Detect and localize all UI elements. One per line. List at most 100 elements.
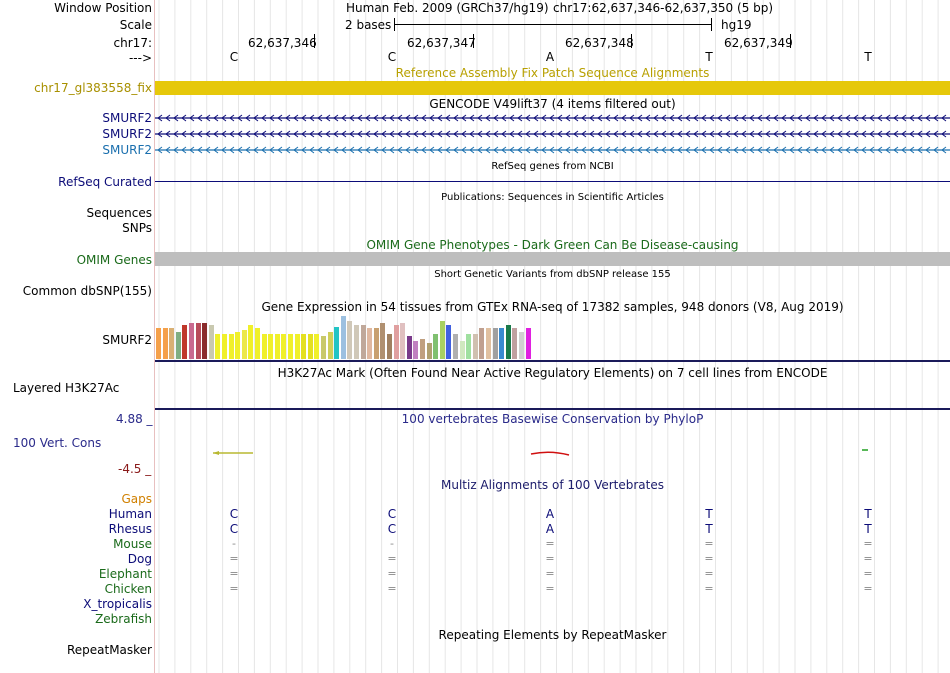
gtex-tissue-bar[interactable] [393, 325, 399, 359]
gtex-tissue-bar[interactable] [255, 328, 260, 359]
gtex-tissue-bar[interactable] [420, 339, 425, 359]
repeatmasker-track-title[interactable]: Repeating Elements by RepeatMasker [438, 628, 667, 642]
phylop-signal[interactable] [155, 440, 950, 460]
multiz-species-label[interactable]: Chicken [104, 582, 152, 596]
multiz-species-label[interactable]: Dog [127, 552, 152, 566]
gtex-tissue-bar[interactable] [499, 328, 505, 359]
publications-track-title[interactable]: Publications: Sequences in Scientific Ar… [441, 192, 664, 203]
fix-patch-label[interactable]: chr17_gl383558_fix [34, 81, 152, 95]
gtex-tissue-bar[interactable] [241, 330, 247, 359]
gtex-tissue-bar[interactable] [195, 323, 201, 359]
gtex-tissue-bar[interactable] [314, 334, 320, 359]
gencode-gene-label-2[interactable]: SMURF2 [102, 127, 152, 141]
multiz-species-label[interactable]: Elephant [98, 567, 152, 581]
multiz-base: = [545, 582, 555, 595]
gtex-tissue-bar[interactable] [235, 332, 241, 359]
gtex-tissue-bar[interactable] [360, 325, 366, 359]
gtex-tissue-bar[interactable] [340, 316, 346, 359]
multiz-species-label[interactable]: Mouse [113, 537, 152, 551]
dbsnp-track-title[interactable]: Short Genetic Variants from dbSNP releas… [434, 269, 671, 280]
gtex-bar-chart[interactable] [155, 314, 535, 359]
gencode-track-title[interactable]: GENCODE V49lift37 (4 items filtered out) [429, 97, 676, 111]
publications-sequences-label[interactable]: Sequences [86, 206, 152, 220]
gtex-tissue-bar[interactable] [288, 334, 293, 359]
coord-1: 62,637,346 [248, 36, 317, 50]
gtex-tissue-bar[interactable] [472, 334, 478, 359]
gtex-tissue-bar[interactable] [334, 327, 340, 359]
gtex-tissue-bar[interactable] [162, 328, 168, 359]
gtex-tissue-bar[interactable] [294, 334, 300, 359]
gtex-tissue-bar[interactable] [175, 332, 181, 359]
multiz-species-label[interactable]: Rhesus [108, 522, 152, 536]
gtex-tissue-bar[interactable] [307, 334, 313, 359]
phylop-label[interactable]: 100 Vert. Cons [13, 436, 102, 450]
h3k27ac-track-title[interactable]: H3K27Ac Mark (Often Found Near Active Re… [277, 366, 828, 380]
gtex-tissue-bar[interactable] [446, 325, 452, 359]
gtex-tissue-bar[interactable] [182, 325, 188, 359]
multiz-track-title[interactable]: Multiz Alignments of 100 Vertebrates [440, 478, 665, 492]
gtex-tissue-bar[interactable] [228, 334, 234, 359]
gtex-tissue-bar[interactable] [208, 325, 214, 359]
gtex-tissue-bar[interactable] [400, 323, 406, 359]
gtex-track-title[interactable]: Gene Expression in 54 tissues from GTEx … [261, 300, 844, 314]
h3k27ac-label[interactable]: Layered H3K27Ac [13, 381, 120, 395]
dbsnp-label[interactable]: Common dbSNP(155) [22, 284, 152, 298]
refseq-track-title[interactable]: RefSeq genes from NCBI [491, 161, 614, 172]
gtex-tissue-bar[interactable] [387, 334, 392, 359]
omim-label[interactable]: OMIM Genes [76, 253, 152, 267]
gtex-tissue-bar[interactable] [248, 325, 254, 359]
multiz-species-label[interactable]: X_tropicalis [83, 597, 152, 611]
fix-patch-track-title[interactable]: Reference Assembly Fix Patch Sequence Al… [395, 66, 710, 80]
gtex-tissue-bar[interactable] [347, 321, 353, 359]
gtex-tissue-bar[interactable] [169, 328, 175, 359]
gtex-tissue-bar[interactable] [486, 328, 491, 359]
refseq-transcript-line[interactable] [155, 181, 950, 182]
gtex-tissue-bar[interactable] [367, 328, 373, 359]
gtex-tissue-bar[interactable] [321, 336, 326, 359]
gencode-gene-label-3[interactable]: SMURF2 [102, 143, 152, 157]
multiz-species-label[interactable]: Zebrafish [95, 612, 152, 626]
publications-snps-label[interactable]: SNPs [122, 221, 152, 235]
gtex-tissue-bar[interactable] [406, 336, 412, 359]
gtex-tissue-bar[interactable] [274, 334, 280, 359]
repeatmasker-label[interactable]: RepeatMasker [66, 643, 152, 657]
gtex-tissue-bar[interactable] [222, 334, 227, 359]
refseq-label[interactable]: RefSeq Curated [58, 175, 152, 189]
fix-patch-bar[interactable] [155, 81, 950, 95]
gtex-tissue-bar[interactable] [380, 323, 386, 359]
gtex-tissue-bar[interactable] [261, 334, 267, 359]
gtex-tissue-bar[interactable] [505, 325, 511, 359]
gtex-tissue-bar[interactable] [525, 328, 531, 359]
gencode-transcripts[interactable] [155, 112, 950, 158]
gtex-tissue-bar[interactable] [492, 328, 498, 359]
gtex-tissue-bar[interactable] [189, 323, 194, 359]
gtex-tissue-bar[interactable] [327, 332, 333, 359]
gtex-tissue-bar[interactable] [512, 328, 518, 359]
gtex-tissue-bar[interactable] [215, 334, 221, 359]
omim-gene-bar[interactable] [155, 252, 950, 266]
multiz-base: = [229, 567, 239, 580]
gtex-tissue-bar[interactable] [433, 334, 439, 359]
gtex-tissue-bar[interactable] [459, 341, 465, 359]
gtex-tissue-bar[interactable] [439, 321, 445, 359]
multiz-species-label[interactable]: Human [108, 507, 152, 521]
gtex-tissue-bar[interactable] [373, 328, 379, 359]
gtex-tissue-bar[interactable] [413, 341, 419, 359]
gtex-tissue-bar[interactable] [466, 334, 472, 359]
gtex-tissue-bar[interactable] [281, 334, 287, 359]
gtex-tissue-bar[interactable] [202, 323, 208, 359]
gtex-tissue-bar[interactable] [519, 332, 524, 359]
gtex-tissue-bar[interactable] [354, 325, 359, 359]
multiz-gaps-label[interactable]: Gaps [121, 492, 152, 506]
multiz-base: C [229, 522, 239, 536]
phylop-track-title[interactable]: 100 vertebrates Basewise Conservation by… [401, 412, 704, 426]
gtex-tissue-bar[interactable] [301, 334, 307, 359]
gencode-gene-label-1[interactable]: SMURF2 [102, 111, 152, 125]
gtex-tissue-bar[interactable] [426, 343, 432, 359]
gtex-tissue-bar[interactable] [479, 328, 485, 359]
gtex-tissue-bar[interactable] [453, 334, 458, 359]
gtex-label[interactable]: SMURF2 [102, 333, 152, 347]
gtex-tissue-bar[interactable] [268, 334, 274, 359]
gtex-tissue-bar[interactable] [156, 328, 161, 359]
omim-track-title[interactable]: OMIM Gene Phenotypes - Dark Green Can Be… [366, 238, 739, 252]
